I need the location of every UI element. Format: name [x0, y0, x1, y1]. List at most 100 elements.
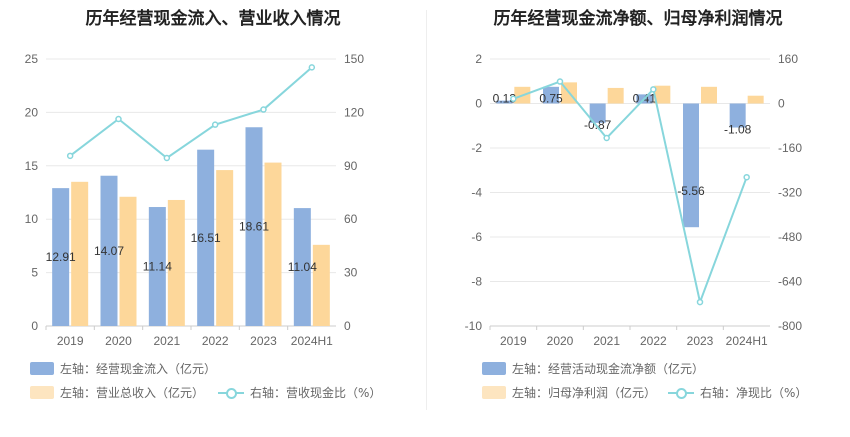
bar-data-label: 0.13: [493, 92, 517, 106]
bar-series-2: [119, 196, 137, 326]
bar-series-1: [543, 86, 559, 104]
y-right-tick-label: 0: [778, 97, 785, 111]
ratio-point: [650, 86, 657, 93]
legend-label: 右轴：营收现金比（%）: [250, 386, 382, 400]
x-tick-label: 2022: [640, 334, 667, 348]
x-tick-label: 2020: [547, 334, 574, 348]
bar-series-2: [312, 244, 330, 326]
legend-swatch-orange-icon: [30, 386, 54, 399]
x-tick-label: 2019: [57, 334, 84, 348]
bar-series-2: [167, 199, 185, 326]
ratio-point: [66, 152, 74, 160]
legend-label: 右轴：净现比（%）: [700, 386, 808, 400]
bar-data-label: 11.04: [288, 260, 317, 274]
legend-item-revenue[interactable]: 左轴：营业总收入（亿元）: [30, 384, 204, 401]
legend-label: 左轴：归母净利润（亿元）: [512, 386, 657, 400]
y-left-tick-label: 20: [25, 105, 39, 119]
legend-label: 左轴：经营现金流入（亿元）: [60, 362, 217, 376]
y-left-tick-label: -2: [471, 141, 482, 155]
ratio-point: [115, 115, 122, 123]
y-right-tick-label: 0: [344, 319, 351, 333]
y-left-tick-label: 5: [31, 266, 38, 280]
bar-data-label: 0.75: [539, 92, 563, 106]
y-left-tick-label: -10: [465, 319, 483, 333]
bar-data-label: -0.87: [584, 118, 612, 132]
y-right-tick-label: -800: [778, 319, 802, 333]
bar-series-1: [293, 208, 311, 326]
y-right-tick-label: 120: [344, 105, 364, 119]
bar-series-1: [197, 149, 215, 326]
bar-series-1: [52, 188, 70, 326]
bar-data-label: 14.07: [94, 244, 124, 258]
y-left-tick-label: 15: [25, 159, 39, 173]
bar-series-1: [683, 103, 699, 228]
bar-series-1: [589, 103, 606, 123]
legend-item-net-profit[interactable]: 左轴：归母净利润（亿元）: [482, 384, 656, 401]
y-right-tick-label: 90: [344, 159, 358, 173]
y-left-tick-label: 0: [31, 319, 38, 333]
y-left-tick-label: -4: [471, 186, 482, 200]
y-right-tick-label: -160: [778, 141, 802, 155]
y-left-tick-label: 0: [475, 97, 482, 111]
ratio-point: [510, 95, 517, 103]
y-right-tick-label: 160: [778, 52, 798, 66]
legend-item-cash-ratio[interactable]: 右轴：营收现金比（%）: [218, 384, 381, 401]
ratio-point: [696, 298, 704, 306]
legend-line-marker-icon: [668, 386, 694, 399]
bar-series-2: [71, 181, 89, 326]
legend-swatch-blue-icon: [30, 362, 54, 375]
bar-series-1: [245, 127, 263, 326]
bar-data-label: -1.08: [724, 123, 752, 137]
legend-item-net-cash-flow[interactable]: 左轴：经营活动现金流净额（亿元）: [482, 360, 704, 377]
y-right-tick-label: -480: [778, 230, 802, 244]
bar-series-2: [216, 170, 234, 326]
legend-label: 左轴：营业总收入（亿元）: [60, 386, 205, 400]
legend-swatch-orange-icon: [482, 386, 506, 399]
y-right-tick-label: 30: [344, 266, 358, 280]
ratio-line: [512, 80, 748, 306]
legend-line-marker-icon: [218, 386, 244, 399]
x-tick-label: 2023: [250, 334, 277, 348]
panel-divider: [426, 10, 427, 410]
bar-series-1: [100, 175, 118, 326]
x-tick-label: 2023: [687, 334, 714, 348]
bar-series-2: [747, 95, 764, 104]
x-tick-label: 2019: [500, 334, 527, 348]
ratio-point: [556, 78, 564, 85]
chart-title-right: 历年经营现金流净额、归母净利润情况: [493, 9, 783, 29]
ratio-line: [69, 66, 313, 160]
ratio-point: [308, 64, 316, 71]
y-right-tick-label: 60: [344, 212, 358, 226]
legend-item-net-cash-ratio[interactable]: 右轴：净现比（%）: [668, 384, 807, 401]
legend-label: 左轴：经营活动现金流净额（亿元）: [512, 362, 705, 376]
y-left-tick-label: -6: [471, 230, 482, 244]
ratio-point: [743, 173, 750, 181]
x-tick-label: 2022: [202, 334, 229, 348]
chart-title-left: 历年经营现金流入、营业收入情况: [85, 9, 341, 29]
legend-swatch-blue-icon: [482, 362, 506, 375]
ratio-point: [603, 134, 610, 142]
x-tick-label: 2021: [593, 334, 620, 348]
bar-series-1: [496, 100, 513, 104]
bar-series-1: [148, 207, 166, 326]
bar-data-label: -5.56: [677, 184, 705, 198]
x-tick-label: 2020: [105, 334, 132, 348]
y-left-tick-label: 2: [475, 52, 482, 66]
x-tick-label: 2024H1: [291, 334, 333, 348]
bar-series-2: [607, 87, 624, 104]
bar-data-label: 18.61: [239, 220, 269, 234]
legend-item-cash-inflow[interactable]: 左轴：经营现金流入（亿元）: [30, 360, 216, 377]
y-left-tick-label: 10: [25, 212, 39, 226]
bar-data-label: 16.51: [191, 231, 221, 245]
y-right-tick-label: -640: [778, 275, 802, 289]
bar-series-2: [264, 162, 282, 326]
y-right-tick-label: 150: [344, 52, 364, 66]
ratio-point: [260, 106, 267, 113]
ratio-point: [211, 121, 219, 128]
bar-data-label: 11.14: [143, 260, 172, 274]
y-left-tick-label: 25: [25, 52, 39, 66]
bar-data-label: 12.91: [46, 250, 76, 264]
ratio-point: [163, 154, 171, 162]
